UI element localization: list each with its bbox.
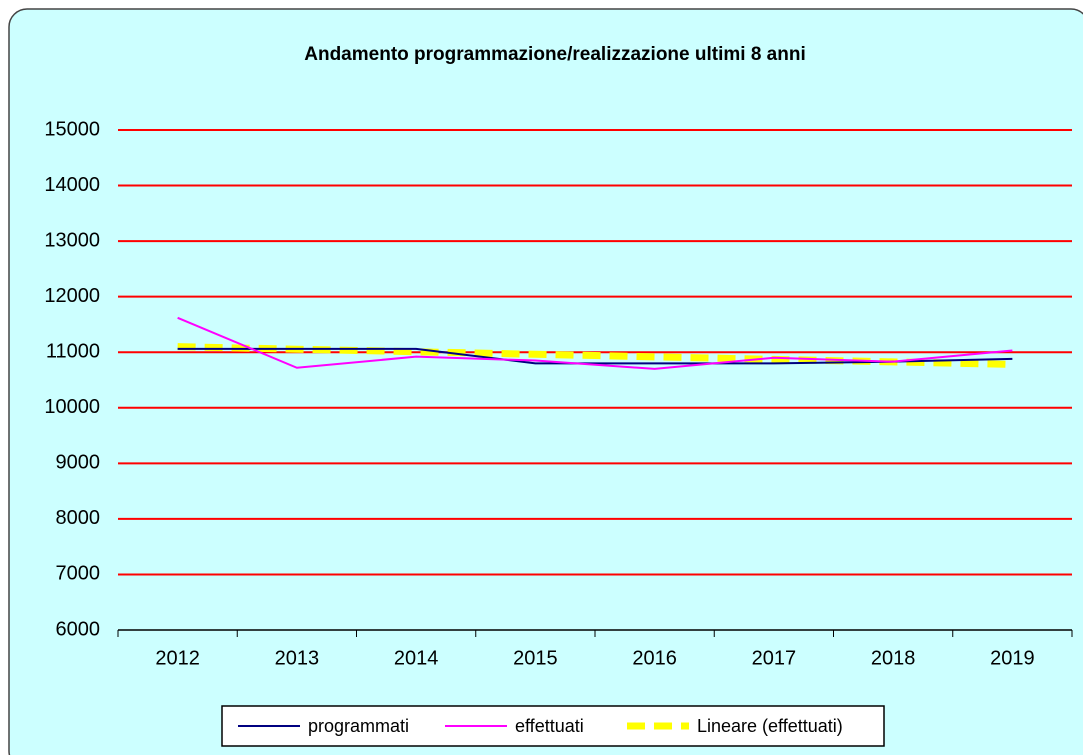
legend: programmati effettuati Lineare (effettuati… <box>221 705 885 747</box>
x-tick-label: 2012 <box>155 647 200 669</box>
chart-title: Andamento programmazione/realizzazione u… <box>304 44 805 65</box>
y-tick-label: 14000 <box>44 174 100 196</box>
y-tick-label: 11000 <box>46 341 100 363</box>
y-tick-label: 15000 <box>44 118 100 140</box>
x-tick-label: 2018 <box>871 647 916 669</box>
x-tick-label: 2014 <box>394 647 439 669</box>
x-tick-label: 2013 <box>275 647 320 669</box>
x-tick-label: 2015 <box>513 647 558 669</box>
x-tick-label: 2016 <box>632 647 677 669</box>
legend-label: effettuati <box>515 716 584 736</box>
legend-box <box>221 705 885 747</box>
y-tick-label: 12000 <box>44 285 100 307</box>
series-line <box>177 316 1013 370</box>
legend-label: Lineare (effettuati) <box>697 716 843 736</box>
chart-background <box>8 8 1083 755</box>
y-tick-label: 13000 <box>44 229 100 251</box>
legend-label: programmati <box>308 716 409 736</box>
y-tick-label: 9000 <box>56 452 101 474</box>
y-tick-label: 8000 <box>56 507 101 529</box>
y-tick-label: 10000 <box>44 396 100 418</box>
y-tick-label: 6000 <box>56 618 101 640</box>
y-tick-label: 7000 <box>56 563 101 585</box>
x-tick-label: 2019 <box>990 647 1035 669</box>
x-tick-label: 2017 <box>752 647 797 669</box>
